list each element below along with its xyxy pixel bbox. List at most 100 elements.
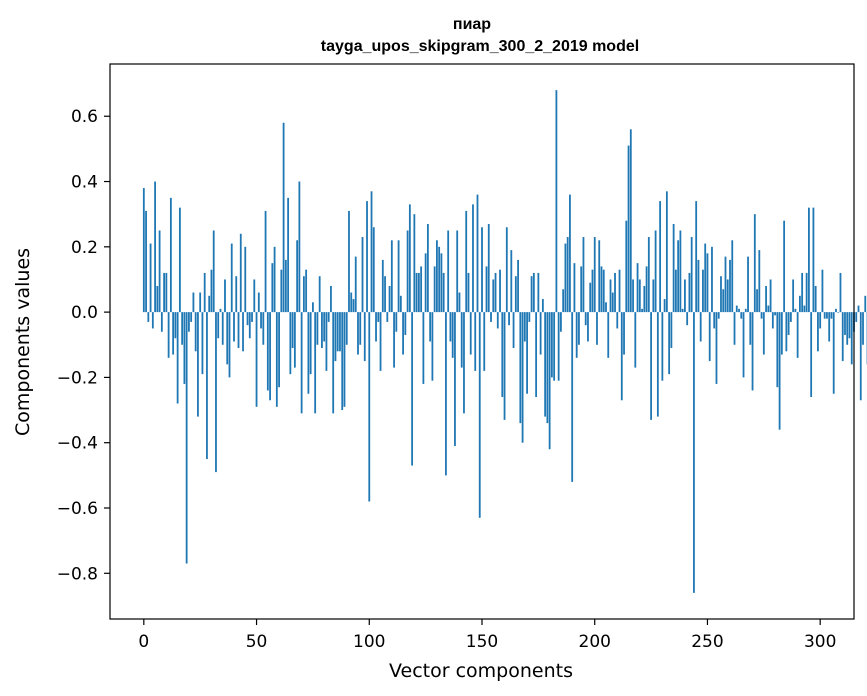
- bar: [744, 308, 747, 313]
- bar: [431, 312, 434, 381]
- bar: [440, 253, 443, 313]
- bar: [580, 266, 583, 313]
- bar: [456, 230, 459, 313]
- bar: [859, 312, 862, 401]
- bar: [828, 312, 831, 342]
- bar: [596, 312, 598, 345]
- bar: [361, 237, 364, 313]
- bar: [620, 312, 623, 401]
- x-axis-label: Vector components: [389, 660, 573, 682]
- bar: [413, 214, 416, 313]
- y-tick-label: −0.8: [57, 564, 98, 584]
- bar: [702, 269, 704, 313]
- bar: [607, 312, 610, 358]
- bar: [201, 312, 204, 375]
- bar: [780, 312, 783, 355]
- bar: [359, 312, 362, 345]
- bar: [753, 214, 756, 313]
- bar: [190, 312, 193, 322]
- bar: [494, 272, 497, 313]
- bar: [174, 312, 177, 339]
- bar: [787, 312, 790, 335]
- bar: [499, 269, 501, 313]
- bar: [197, 312, 199, 417]
- y-tick-label: −0.4: [57, 434, 98, 454]
- bar: [862, 312, 864, 345]
- bar: [593, 237, 596, 313]
- bar: [149, 243, 152, 313]
- bar: [330, 286, 332, 313]
- bar: [438, 246, 441, 313]
- bar: [251, 312, 253, 322]
- bar: [345, 312, 348, 345]
- bar: [318, 276, 321, 313]
- bar: [591, 269, 594, 313]
- bar: [307, 312, 310, 394]
- bar: [395, 312, 398, 332]
- bar: [230, 243, 233, 313]
- bar: [557, 312, 560, 381]
- bar: [260, 312, 262, 329]
- bar: [151, 312, 154, 329]
- bar: [424, 253, 427, 313]
- bar: [156, 286, 159, 313]
- bar: [483, 312, 486, 371]
- bar: [623, 312, 625, 355]
- bar: [724, 256, 727, 313]
- bar: [634, 312, 637, 368]
- bar: [305, 269, 308, 313]
- bar: [339, 312, 341, 352]
- bar: [266, 312, 269, 391]
- bar: [697, 259, 700, 313]
- bar: [503, 312, 506, 420]
- bar: [708, 312, 711, 362]
- bar: [562, 289, 565, 313]
- bar: [239, 233, 242, 313]
- bar: [183, 312, 186, 384]
- bar: [715, 312, 718, 384]
- bar: [372, 227, 375, 313]
- bar: [487, 223, 490, 313]
- bar: [181, 312, 184, 345]
- bar: [677, 240, 680, 313]
- bar: [404, 312, 407, 335]
- y-tick-label: 0.6: [71, 107, 98, 127]
- bar: [629, 129, 632, 313]
- bar: [564, 243, 567, 313]
- bar: [789, 312, 792, 322]
- bar: [821, 269, 824, 313]
- bar: [823, 312, 826, 319]
- bar: [805, 272, 808, 313]
- bar: [142, 188, 145, 313]
- bar: [650, 312, 652, 420]
- bar: [314, 312, 317, 414]
- bar: [636, 263, 639, 313]
- bar: [399, 295, 402, 313]
- bar: [835, 308, 837, 313]
- bar: [548, 312, 551, 450]
- bar: [830, 312, 833, 319]
- bar: [492, 279, 495, 313]
- bar: [280, 269, 283, 313]
- bar: [255, 312, 258, 407]
- bar: [760, 312, 763, 319]
- bar: [517, 259, 519, 313]
- bar: [814, 286, 817, 313]
- bar: [469, 312, 472, 355]
- bar: [262, 312, 265, 345]
- bar: [600, 266, 603, 313]
- bar: [296, 240, 299, 313]
- bar: [693, 312, 695, 593]
- bar: [271, 263, 274, 313]
- bar: [550, 312, 553, 378]
- bar: [839, 272, 842, 313]
- bar: [336, 312, 339, 352]
- bar: [178, 207, 181, 313]
- bar: [735, 305, 738, 313]
- bar: [670, 312, 673, 349]
- bar: [717, 312, 720, 319]
- bar: [627, 145, 630, 313]
- bar: [571, 312, 574, 482]
- bar: [442, 272, 445, 313]
